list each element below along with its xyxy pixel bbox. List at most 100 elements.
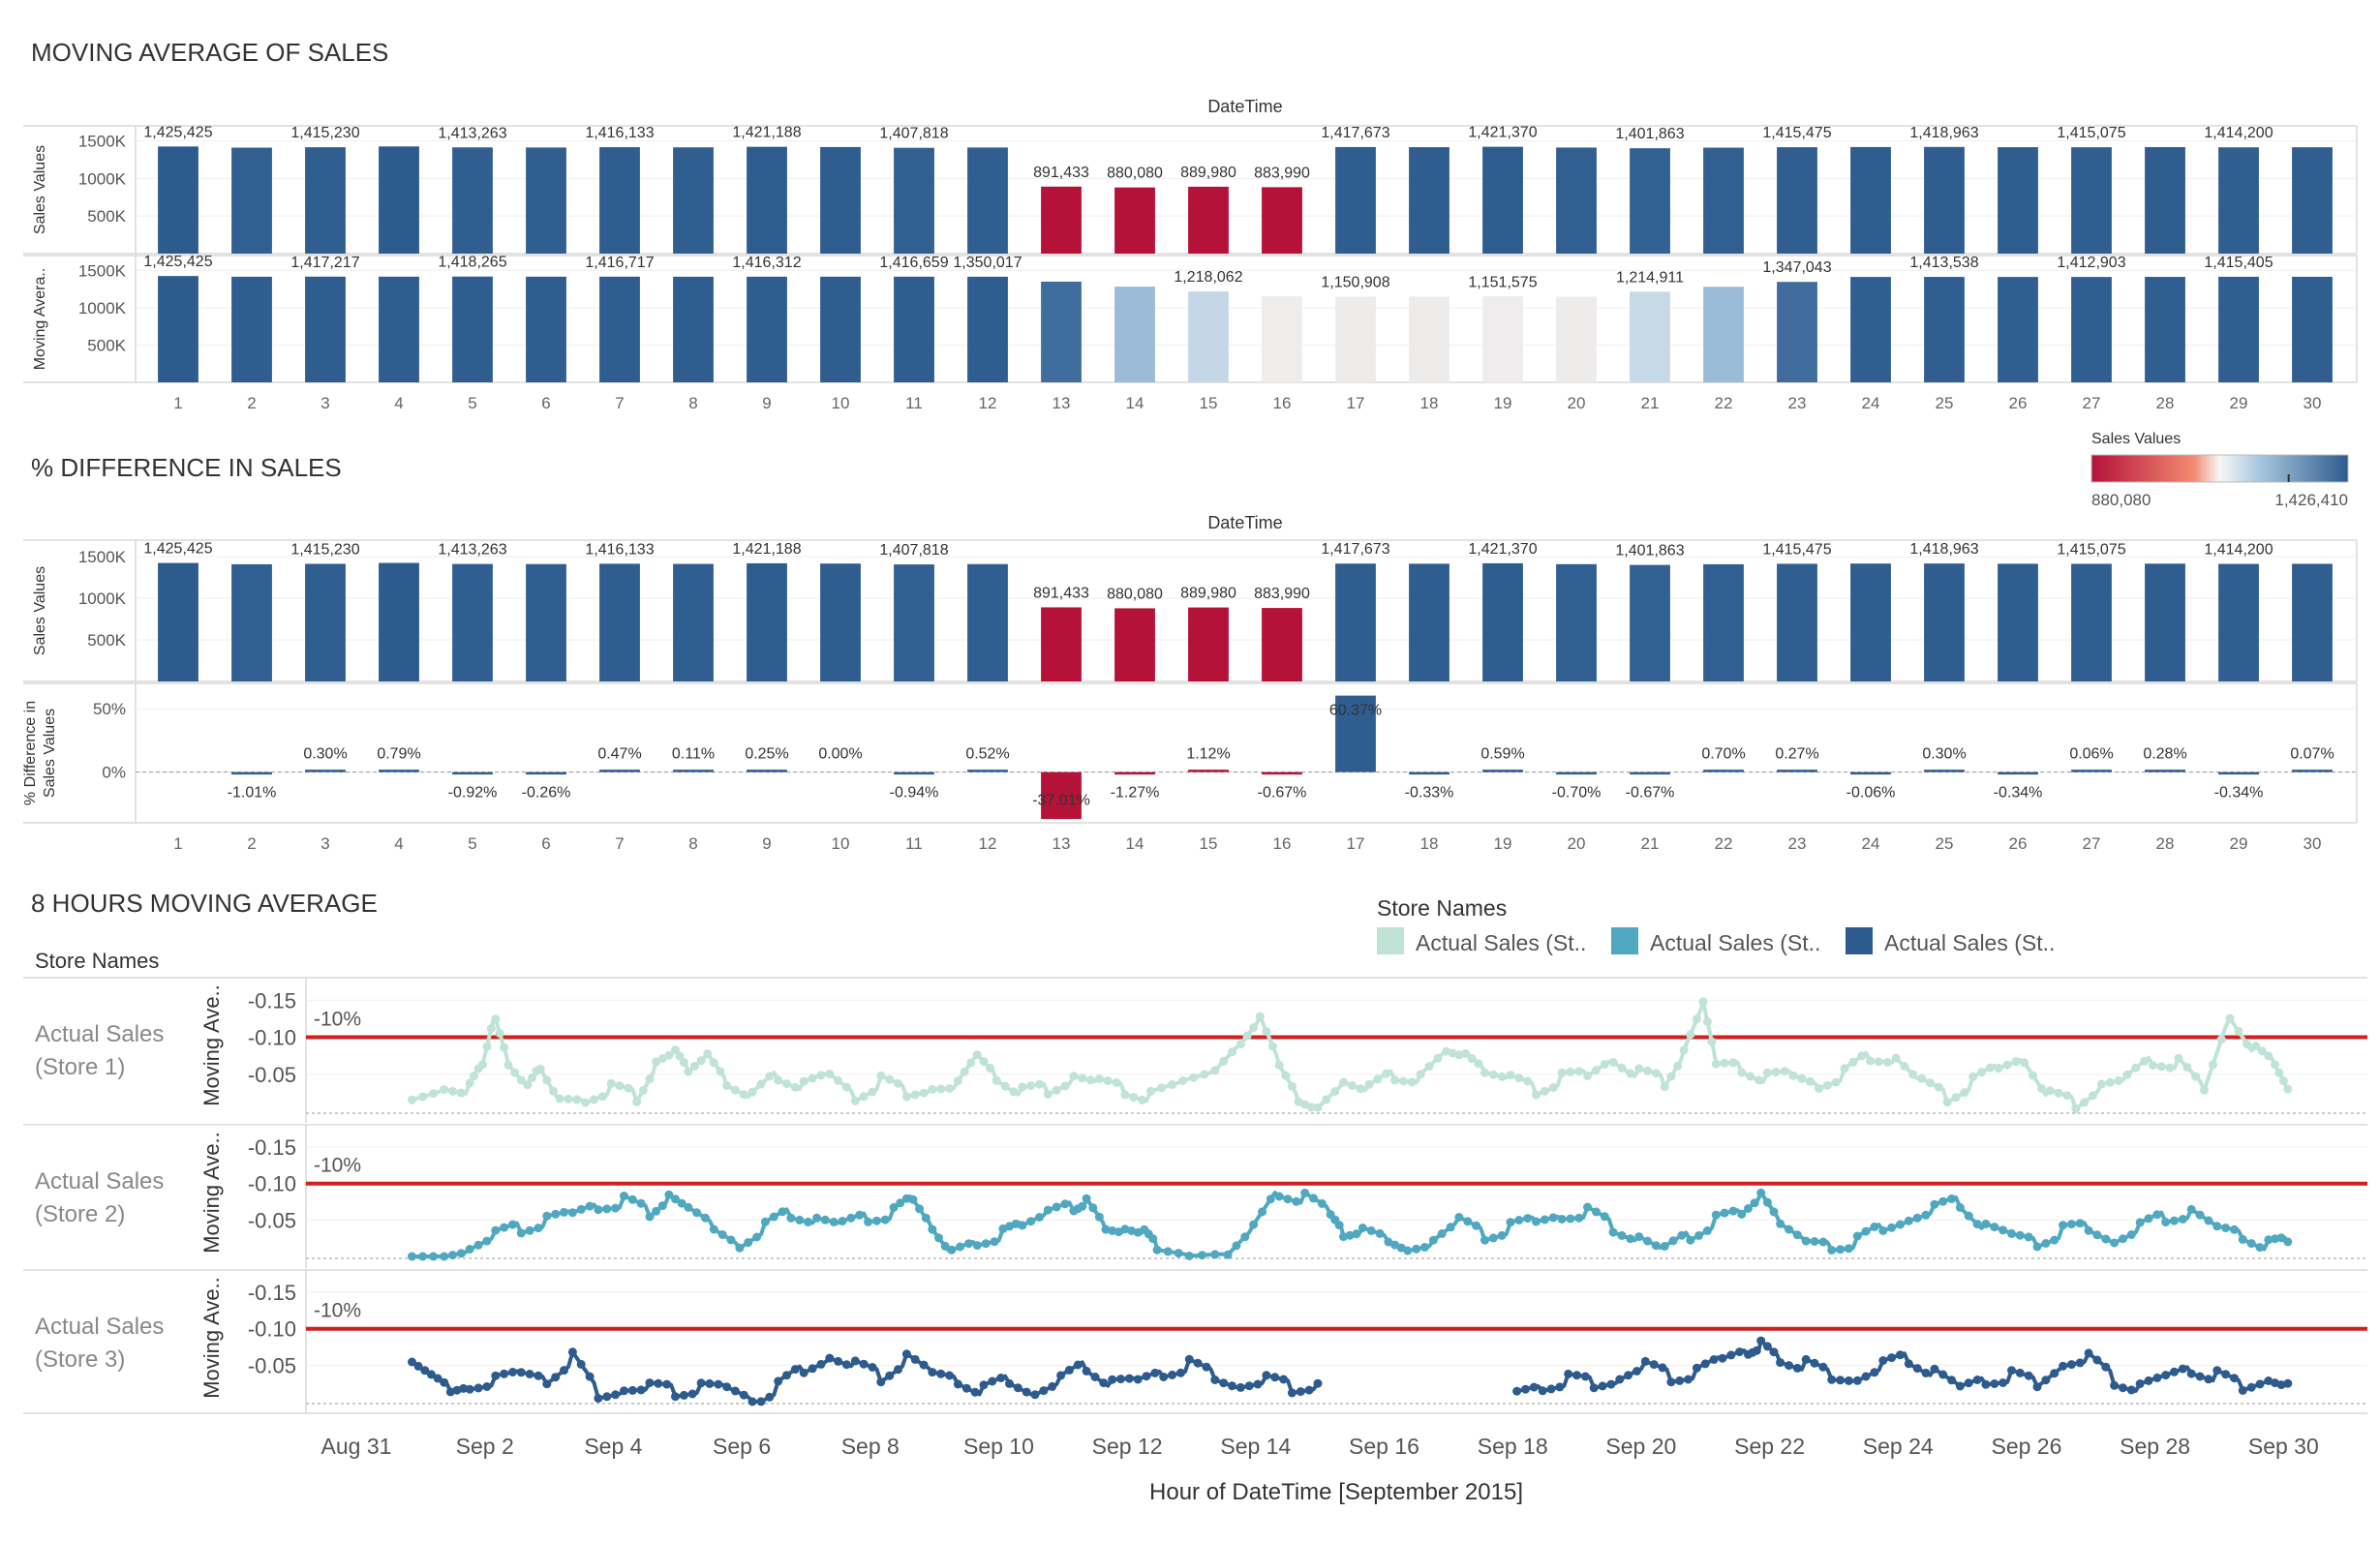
series-point: [2059, 1361, 2068, 1371]
series-point: [1026, 1081, 1036, 1091]
series-point: [1236, 1382, 1245, 1392]
series-point: [696, 1378, 706, 1388]
series-point: [1555, 1382, 1565, 1392]
series-point: [567, 1208, 577, 1218]
series-point: [606, 1078, 616, 1088]
series-point: [1000, 1081, 1010, 1091]
bar: [1262, 608, 1302, 681]
series-point: [947, 1245, 957, 1255]
series-point: [1878, 1225, 1888, 1235]
x-tick-label: 29: [2230, 394, 2248, 412]
series-point: [1668, 1236, 1678, 1246]
bar: [1335, 695, 1376, 772]
series-point: [2195, 1372, 2205, 1381]
series-point: [1938, 1196, 1948, 1206]
bar: [158, 562, 198, 681]
legend-max-label: 1,426,410: [2274, 491, 2348, 509]
series-point: [1964, 1211, 1973, 1221]
bar: [747, 562, 787, 681]
series-point: [408, 1252, 416, 1261]
series-point: [1313, 1378, 1323, 1388]
series-point: [1548, 1083, 1558, 1092]
series-point: [2105, 1077, 2115, 1087]
series-point: [2174, 1053, 2183, 1063]
series-point: [2041, 1239, 2051, 1248]
series-point: [684, 1067, 693, 1076]
series-point: [1262, 1371, 1271, 1380]
series-point: [1529, 1382, 1539, 1392]
bar: [2145, 146, 2185, 254]
series-point: [478, 1060, 487, 1070]
series-point: [1870, 1368, 1879, 1377]
series-point: [782, 1371, 791, 1380]
series-point: [645, 1378, 655, 1388]
bar: [894, 276, 934, 382]
bar: [1924, 770, 1965, 772]
series-point: [1082, 1194, 1091, 1203]
series-point: [838, 1217, 847, 1225]
data-label: 0.79%: [377, 746, 420, 763]
series-point: [1831, 1077, 1841, 1087]
series-point: [1168, 1370, 1177, 1379]
bar: [599, 147, 640, 254]
series-point: [551, 1209, 561, 1219]
data-label: -0.67%: [1258, 785, 1307, 801]
series-point: [534, 1371, 543, 1380]
bar: [1630, 564, 1670, 681]
series-point: [1694, 1230, 1704, 1240]
series-point: [1990, 1223, 1999, 1232]
series-point: [2089, 1091, 2097, 1101]
series-point: [482, 1382, 492, 1391]
series-point: [1827, 1375, 1837, 1384]
data-label: 1,415,230: [290, 125, 359, 141]
bar: [1924, 146, 1965, 254]
series-point: [2238, 1234, 2247, 1244]
series-point: [2131, 1063, 2141, 1073]
series-point: [739, 1090, 748, 1100]
series-point: [2271, 1060, 2279, 1070]
series-point: [953, 1076, 962, 1086]
series-point: [1198, 1251, 1206, 1260]
series-point: [786, 1213, 796, 1223]
series-point: [1255, 1012, 1265, 1021]
series-point: [413, 1361, 423, 1371]
series-point: [2246, 1382, 2256, 1392]
bar: [231, 147, 272, 254]
data-label: 1,413,263: [438, 542, 506, 559]
data-label: -0.70%: [1552, 785, 1602, 801]
bar: [1703, 287, 1744, 382]
bar: [2292, 276, 2333, 382]
x-tick-label: 3: [320, 394, 329, 412]
series-point: [1398, 1076, 1408, 1086]
series-point: [2238, 1385, 2247, 1395]
x-tick-label: 23: [1788, 834, 1807, 853]
series-point: [1474, 1059, 1483, 1069]
series-line: [1516, 1339, 2289, 1394]
series-point: [1608, 1058, 1618, 1067]
series-point: [1711, 1210, 1721, 1220]
series-point: [1904, 1359, 1913, 1369]
bar: [967, 147, 1008, 254]
bar: [894, 564, 934, 681]
series-point: [1168, 1080, 1177, 1089]
x-tick-label: 10: [832, 834, 850, 853]
series-point: [868, 1087, 877, 1097]
series-point: [1643, 1066, 1652, 1075]
series-point: [1287, 1388, 1297, 1398]
series-point: [2002, 1060, 2012, 1070]
series-point: [1022, 1387, 1031, 1397]
series-point: [1157, 1083, 1166, 1093]
series-point: [636, 1198, 646, 1208]
bar: [1777, 282, 1817, 382]
x-tick-label: 15: [1200, 834, 1218, 853]
y-axis-label-line: Sales Values: [42, 709, 58, 798]
series-point: [953, 1379, 962, 1389]
series-point: [2041, 1376, 2051, 1385]
x-tick-label: Aug 31: [321, 1434, 392, 1459]
series-point: [1088, 1203, 1098, 1213]
series-point: [1210, 1066, 1220, 1075]
series-point: [1801, 1236, 1811, 1246]
series-point: [1566, 1214, 1575, 1224]
bar: [231, 771, 272, 775]
